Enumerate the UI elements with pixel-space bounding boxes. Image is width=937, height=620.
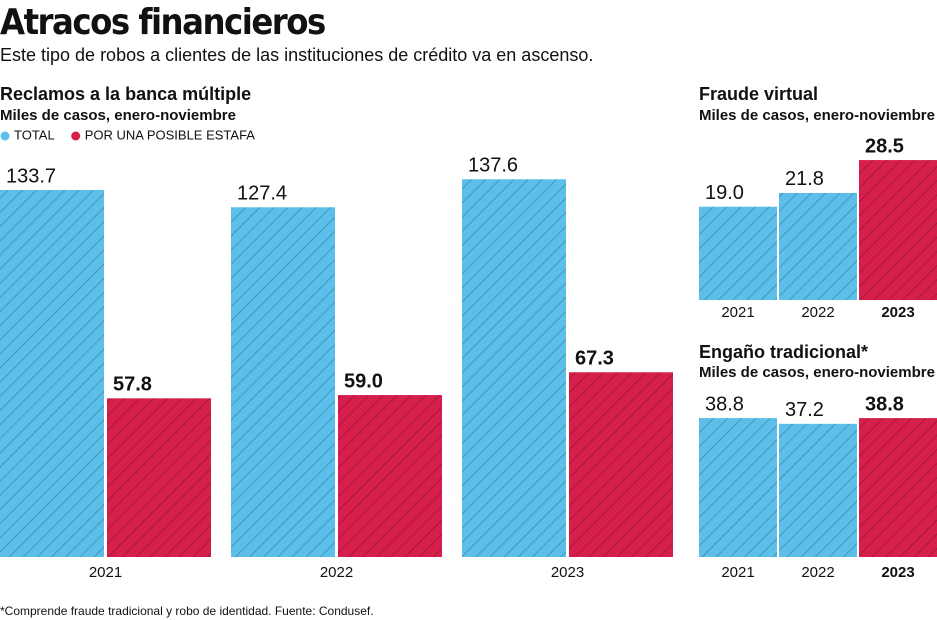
page-title: Atracos financieros (0, 2, 325, 43)
bar (859, 160, 937, 300)
value-label: 21.8 (785, 168, 824, 190)
bar (779, 423, 857, 557)
bar (859, 418, 937, 557)
chart-subtitle: Miles de casos, enero-noviembre (0, 107, 236, 124)
legend-marker (71, 131, 81, 141)
value-label: 59.0 (344, 370, 383, 392)
bar (231, 207, 335, 558)
value-label: 38.8 (705, 393, 744, 415)
x-tick-label: 2021 (89, 564, 122, 581)
value-label: 133.7 (6, 165, 56, 187)
x-tick-label: 2021 (721, 564, 754, 581)
bar (462, 179, 566, 557)
value-label: 137.6 (468, 155, 518, 177)
x-tick-label: 2021 (721, 304, 754, 321)
value-label: 19.0 (705, 182, 744, 204)
value-label: 37.2 (785, 399, 824, 421)
legend-marker (0, 131, 10, 141)
chart-subtitle: Miles de casos, enero-noviembre (699, 364, 935, 381)
value-label: 127.4 (237, 183, 287, 205)
chart-subtitle: Miles de casos, enero-noviembre (699, 107, 935, 124)
legend-label: TOTAL (14, 127, 55, 142)
x-tick-label: 2023 (881, 304, 914, 321)
chart-title: Engaño tradicional* (699, 342, 868, 362)
page-subtitle: Este tipo de robos a clientes de las ins… (0, 45, 593, 65)
legend-label: POR UNA POSIBLE ESTAFA (85, 127, 256, 142)
bar (779, 192, 857, 300)
chart-title: Reclamos a la banca múltiple (0, 84, 251, 104)
x-tick-label: 2022 (801, 564, 834, 581)
footnote: *Comprende fraude tradicional y robo de … (0, 604, 374, 618)
value-label: 67.3 (575, 348, 614, 370)
x-tick-label: 2022 (320, 564, 353, 581)
bar (569, 372, 673, 557)
x-tick-label: 2023 (551, 564, 584, 581)
value-label: 57.8 (113, 374, 152, 396)
x-tick-label: 2023 (881, 564, 914, 581)
value-label: 38.8 (865, 393, 904, 415)
value-label: 28.5 (865, 135, 904, 157)
x-tick-label: 2022 (801, 304, 834, 321)
bar (107, 398, 211, 557)
bar (699, 418, 777, 557)
bar (338, 395, 442, 557)
bar (699, 206, 777, 300)
bar (0, 189, 104, 557)
chart-title: Fraude virtual (699, 84, 818, 104)
